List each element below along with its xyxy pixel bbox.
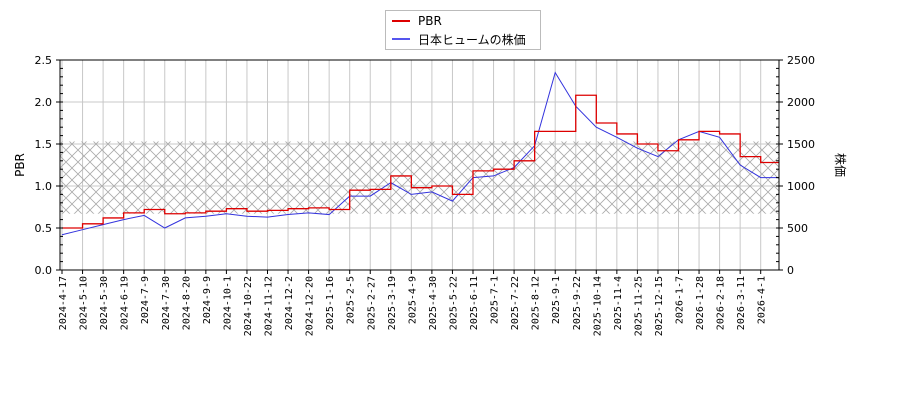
legend: PBR 日本ヒュームの株価 bbox=[385, 10, 541, 50]
x-tick-label: 2025-6-11 bbox=[469, 276, 480, 330]
pbr-line bbox=[62, 94, 779, 229]
x-tick-label: 2025-3-19 bbox=[387, 276, 398, 330]
legend-label-price: 日本ヒュームの株価 bbox=[418, 32, 526, 47]
x-tick-label: 2024-5-30 bbox=[99, 276, 110, 330]
x-tick-label: 2024-12-2 bbox=[284, 276, 295, 330]
y-right-tick-label: 1500 bbox=[787, 138, 815, 151]
x-tick-label: 2025-4-9 bbox=[407, 276, 418, 324]
y-right-tick-label: 2500 bbox=[787, 54, 815, 67]
x-tick-label: 2025-4-30 bbox=[428, 276, 439, 330]
y-right-axis-title: 株価 bbox=[833, 153, 848, 177]
y-right-tick-label: 0 bbox=[787, 264, 794, 277]
pbr-range-band bbox=[60, 141, 779, 214]
x-tick-label: 2025-8-12 bbox=[531, 276, 542, 330]
y-right-tick-label: 1000 bbox=[787, 180, 815, 193]
legend-item-price: 日本ヒュームの株価 bbox=[392, 31, 526, 47]
x-tick-label: 2024-12-20 bbox=[305, 276, 316, 336]
x-tick-label: 2025-9-1 bbox=[551, 276, 562, 324]
legend-swatch-price bbox=[392, 38, 410, 40]
legend-swatch-pbr bbox=[392, 20, 410, 22]
x-tick-label: 2024-10-1 bbox=[222, 276, 233, 330]
x-tick-label: 2024-7-9 bbox=[140, 276, 151, 324]
x-tick-label: 2025-9-22 bbox=[572, 276, 583, 330]
x-tick-label: 2025-10-14 bbox=[592, 276, 603, 336]
x-tick-label: 2025-7-22 bbox=[510, 276, 521, 330]
y-left-tick-label: 1.0 bbox=[35, 180, 53, 193]
x-tick-label: 2024-10-22 bbox=[243, 276, 254, 336]
y-left-tick-label: 1.5 bbox=[35, 138, 53, 151]
x-tick-label: 2025-2-5 bbox=[346, 276, 357, 324]
y-left-tick-label: 0.5 bbox=[35, 222, 53, 235]
x-tick-label: 2024-9-9 bbox=[202, 276, 213, 324]
x-tick-label: 2024-7-30 bbox=[161, 276, 172, 330]
x-tick-label: 2025-5-22 bbox=[448, 276, 459, 330]
y-left-axis-title: PBR bbox=[13, 153, 27, 177]
x-tick-label: 2025-2-27 bbox=[366, 276, 377, 330]
x-tick-label: 2026-4-1 bbox=[757, 276, 768, 324]
price-line bbox=[61, 71, 779, 236]
x-tick-label: 2025-7-1 bbox=[490, 276, 501, 324]
x-tick-label: 2025-11-25 bbox=[633, 276, 644, 336]
x-tick-label: 2024-8-20 bbox=[181, 276, 192, 330]
x-tick-label: 2026-1-7 bbox=[675, 276, 686, 324]
legend-label-pbr: PBR bbox=[418, 14, 442, 28]
x-tick-label: 2026-1-28 bbox=[695, 276, 706, 330]
x-tick-label: 2026-3-11 bbox=[736, 276, 747, 330]
legend-item-pbr: PBR bbox=[392, 13, 442, 29]
y-left-tick-label: 2.5 bbox=[35, 54, 53, 67]
x-tick-label: 2025-12-15 bbox=[654, 276, 665, 336]
x-tick-label: 2024-5-10 bbox=[79, 276, 90, 330]
x-tick-label: 2024-4-17 bbox=[58, 276, 69, 330]
y-left-tick-label: 0.0 bbox=[35, 264, 53, 277]
x-tick-label: 2024-11-12 bbox=[264, 276, 275, 336]
y-right-tick-label: 2000 bbox=[787, 96, 815, 109]
plot-frame bbox=[59, 59, 780, 271]
x-tick-label: 2025-1-16 bbox=[325, 276, 336, 330]
y-left-tick-label: 2.0 bbox=[35, 96, 53, 109]
y-right-tick-label: 500 bbox=[787, 222, 808, 235]
x-tick-label: 2024-6-19 bbox=[120, 276, 131, 330]
x-tick-label: 2025-11-4 bbox=[613, 276, 624, 330]
x-tick-label: 2026-2-18 bbox=[716, 276, 727, 330]
